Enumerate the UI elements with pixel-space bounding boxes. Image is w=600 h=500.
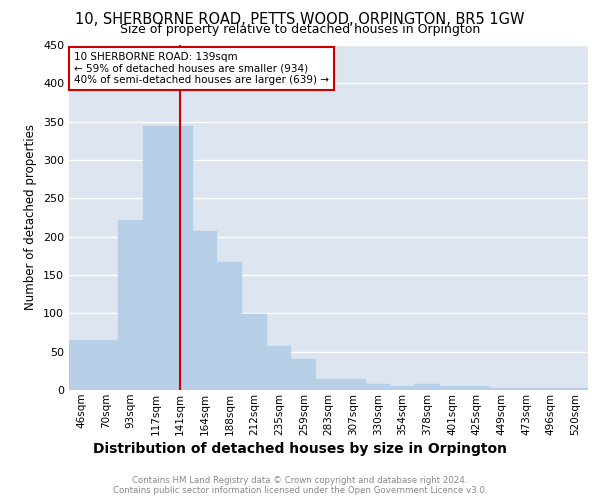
- Bar: [69, 340, 94, 390]
- Text: Distribution of detached houses by size in Orpington: Distribution of detached houses by size …: [93, 442, 507, 456]
- Y-axis label: Number of detached properties: Number of detached properties: [25, 124, 37, 310]
- Text: Size of property relative to detached houses in Orpington: Size of property relative to detached ho…: [120, 22, 480, 36]
- Bar: [440, 386, 464, 390]
- Bar: [390, 386, 415, 390]
- Text: 10, SHERBORNE ROAD, PETTS WOOD, ORPINGTON, BR5 1GW: 10, SHERBORNE ROAD, PETTS WOOD, ORPINGTO…: [75, 12, 525, 28]
- Bar: [193, 230, 217, 390]
- Bar: [217, 262, 242, 390]
- Bar: [242, 314, 267, 390]
- Bar: [118, 220, 143, 390]
- Bar: [143, 126, 168, 390]
- Bar: [514, 388, 539, 390]
- Bar: [316, 378, 341, 390]
- Bar: [563, 388, 588, 390]
- Bar: [292, 358, 316, 390]
- Bar: [415, 384, 440, 390]
- Bar: [267, 346, 292, 390]
- Text: 10 SHERBORNE ROAD: 139sqm
← 59% of detached houses are smaller (934)
40% of semi: 10 SHERBORNE ROAD: 139sqm ← 59% of detac…: [74, 52, 329, 85]
- Bar: [365, 384, 390, 390]
- Bar: [464, 386, 489, 390]
- Bar: [489, 388, 514, 390]
- Bar: [94, 340, 118, 390]
- Bar: [539, 388, 563, 390]
- Bar: [341, 378, 365, 390]
- Bar: [168, 126, 193, 390]
- Text: Contains HM Land Registry data © Crown copyright and database right 2024.
Contai: Contains HM Land Registry data © Crown c…: [113, 476, 487, 495]
